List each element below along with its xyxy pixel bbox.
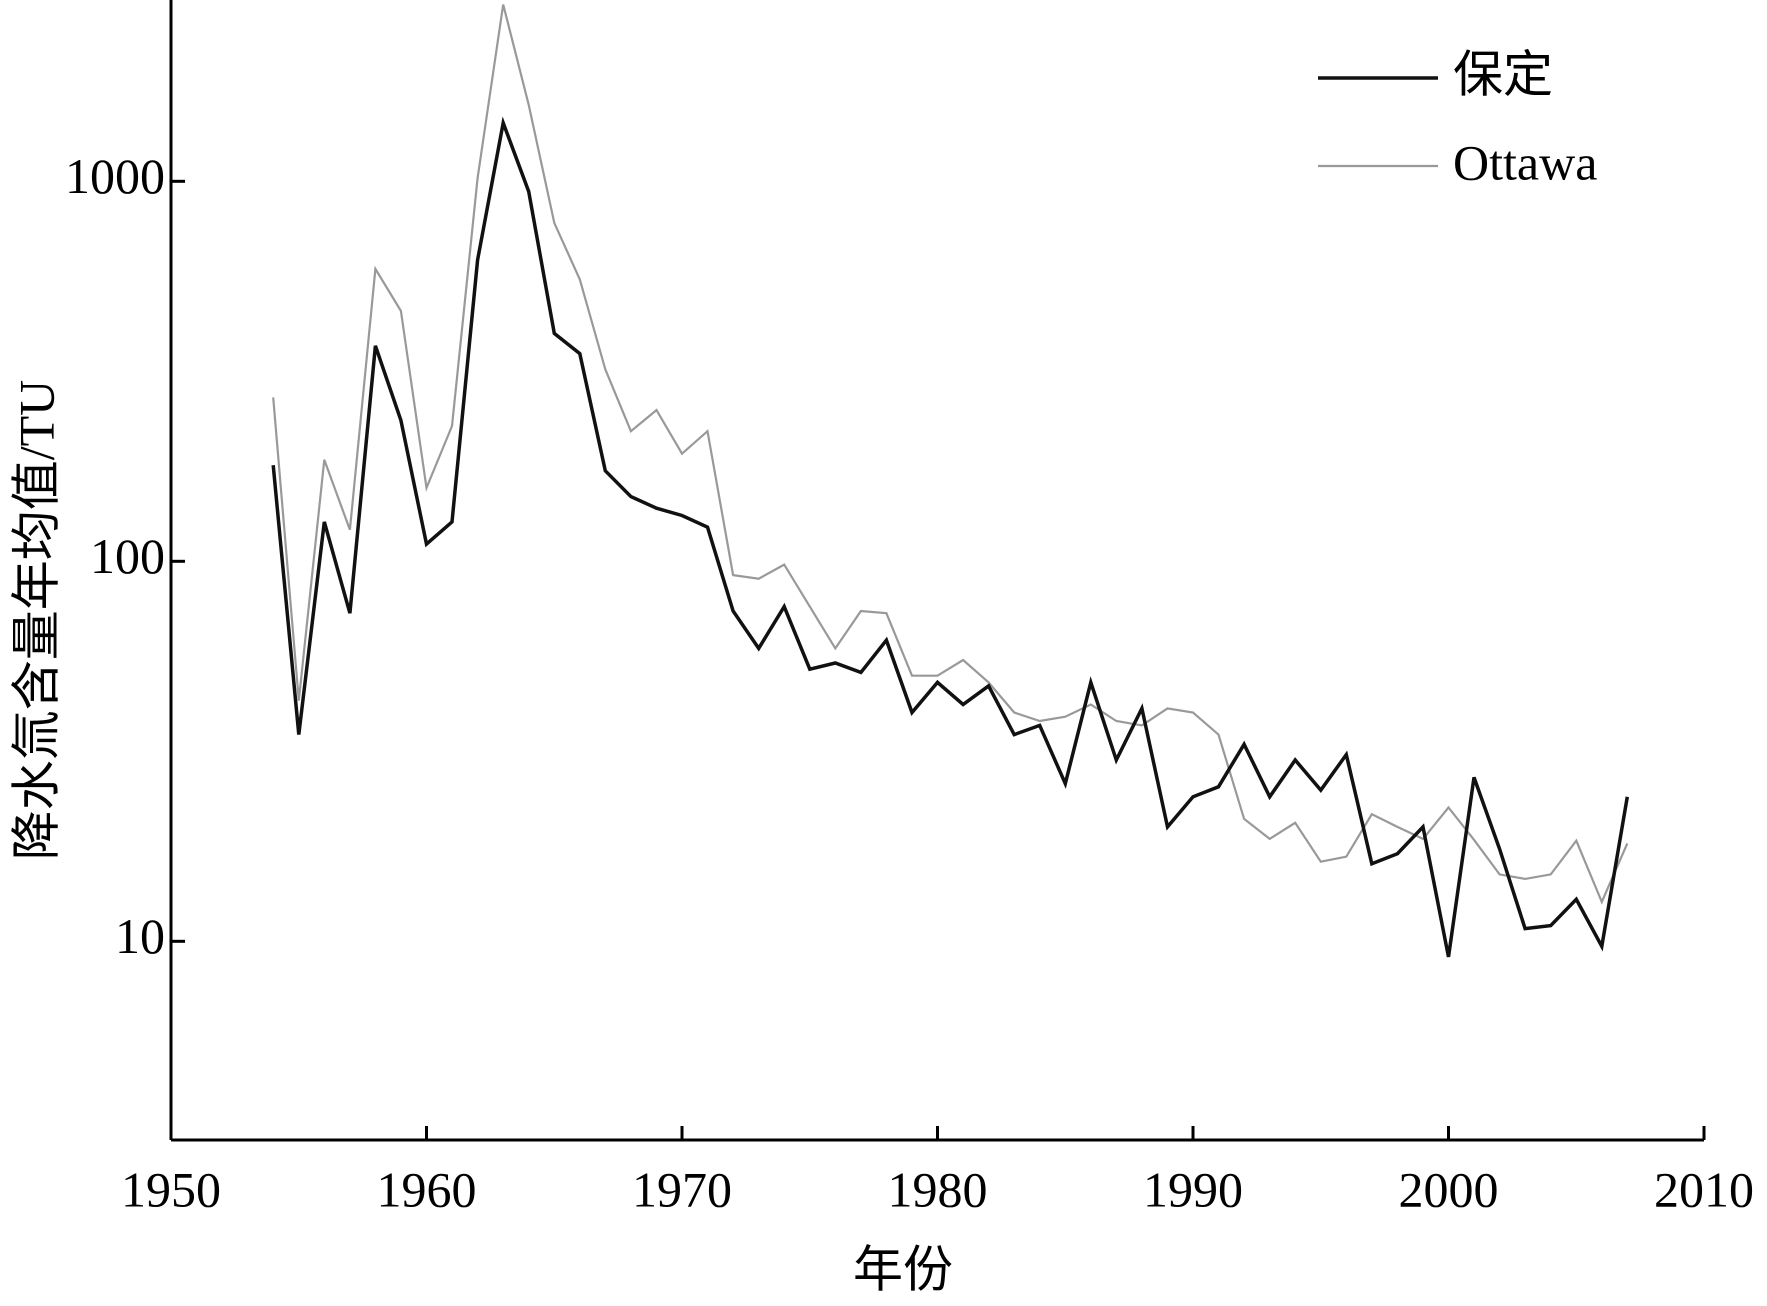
x-tick-label: 1990 (1143, 1161, 1243, 1217)
y-axis-label: 降水氚含量年均值/TU (8, 380, 64, 861)
x-tick-label: 1960 (377, 1161, 477, 1217)
legend-label: 保定 (1453, 46, 1553, 102)
x-tick-label: 1970 (632, 1161, 732, 1217)
x-tick-label: 1950 (121, 1161, 221, 1217)
x-tick-label: 2010 (1654, 1161, 1754, 1217)
x-axis-label: 年份 (853, 1241, 953, 1297)
legend-label: Ottawa (1453, 134, 1597, 190)
x-tick-label: 2000 (1399, 1161, 1499, 1217)
data-line (272, 4, 1629, 905)
data-line (271, 116, 1630, 958)
x-tick-label: 1980 (888, 1161, 988, 1217)
y-tick-label: 100 (90, 528, 165, 584)
y-tick-label: 10 (115, 908, 165, 964)
y-tick-label: 1000 (65, 148, 165, 204)
